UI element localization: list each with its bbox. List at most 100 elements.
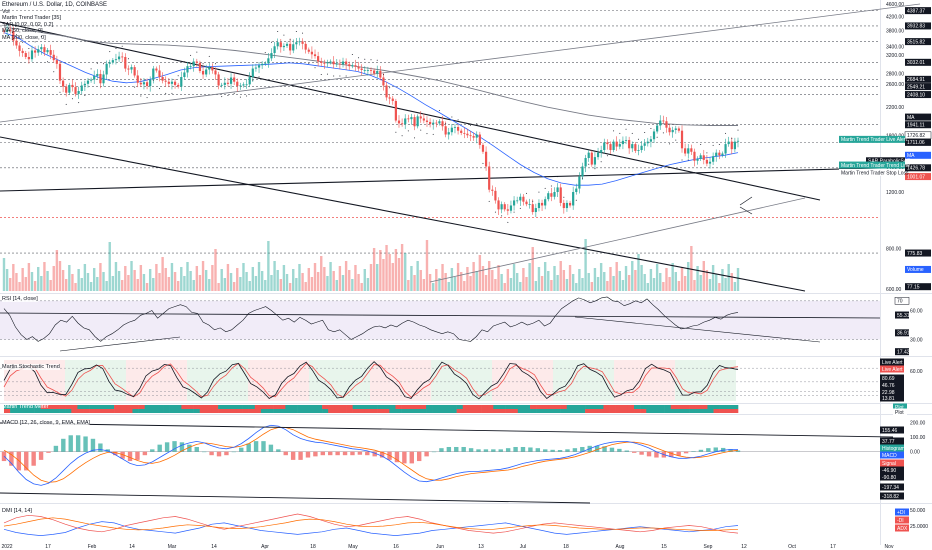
candle xyxy=(603,142,606,151)
volume-bar xyxy=(724,278,727,291)
trend-meter-cell xyxy=(621,409,629,413)
macd-histogram-bar xyxy=(135,451,140,460)
symbol-title[interactable]: Ethereum / U.S. Dollar, 1D, COINBASE xyxy=(2,2,108,8)
sar-dot xyxy=(669,143,671,145)
trend-meter-cell xyxy=(725,409,733,413)
volume-bar xyxy=(705,270,709,291)
trend-meter-cell xyxy=(138,405,145,409)
macd-histogram-bar xyxy=(557,450,563,452)
sar-dot xyxy=(513,211,515,213)
volume-bar xyxy=(596,277,600,291)
trend-meter-cell xyxy=(419,405,427,409)
volume-bar xyxy=(310,277,314,291)
trend-meter-cell xyxy=(462,409,470,413)
volume-bar xyxy=(248,281,251,291)
volume-bar xyxy=(295,278,298,291)
candle xyxy=(257,65,261,68)
volume-label[interactable]: Vol xyxy=(2,8,10,15)
rsi-pane-title[interactable]: RSI [14, close] xyxy=(2,296,38,302)
price-axis-tick: 600.00 xyxy=(886,287,902,293)
candle xyxy=(562,202,565,209)
volume-bar xyxy=(201,261,205,291)
volume-bar xyxy=(590,282,594,291)
indicator-legend-ma50[interactable]: MA [50, close, 0] xyxy=(2,28,43,35)
candle xyxy=(223,82,226,85)
candle xyxy=(388,97,391,99)
volume-bar xyxy=(341,275,345,291)
candle xyxy=(428,121,432,125)
trend-meter-cell xyxy=(334,409,341,413)
candle xyxy=(712,156,715,162)
trend-meter-cell xyxy=(487,405,494,409)
macd-histogram-bar xyxy=(38,451,44,460)
price-tag: 2549.21 xyxy=(905,83,931,90)
trend-meter-cell xyxy=(224,405,231,409)
trend-meter-cell xyxy=(585,409,592,413)
volume-bar xyxy=(105,281,108,291)
candle xyxy=(167,81,170,84)
sar-dot xyxy=(115,47,117,49)
candle xyxy=(369,70,373,71)
candle xyxy=(226,82,230,84)
rsi-tag-text: 36.91 xyxy=(897,331,910,337)
candle xyxy=(285,43,289,46)
macd-pane-title[interactable]: MACD [12, 26, close, 9, EMA, EMA] xyxy=(2,420,91,426)
volume-bar xyxy=(497,265,500,291)
sar-dot xyxy=(718,144,720,146)
sar-dot xyxy=(445,123,447,125)
price-axis-tick: 4600.00 xyxy=(886,2,904,8)
indicator-side-label: Martin Trend Trader Trend Line xyxy=(839,161,910,169)
candle xyxy=(292,44,295,51)
stoch-pane-title[interactable]: Martin Stochastic Trend xyxy=(2,364,60,370)
trend-meter-cell xyxy=(309,405,317,409)
volume-bar xyxy=(534,281,538,291)
volume-bar xyxy=(547,271,550,291)
candle xyxy=(659,120,662,126)
trend-meter-cell xyxy=(707,405,714,409)
volume-bar xyxy=(108,242,111,291)
trend-meter-cell xyxy=(254,405,262,409)
indicator-legend-ma200[interactable]: MA [200, close, 0] xyxy=(2,34,46,41)
trend-meter-cell xyxy=(536,405,543,409)
candle xyxy=(631,144,634,149)
macd-histogram-bar xyxy=(239,447,244,452)
indicator-legend-sar[interactable]: SAR [0.02, 0.02, 0.2] xyxy=(2,21,54,28)
candle xyxy=(413,117,416,127)
sar-dot xyxy=(295,30,297,32)
macd-histogram-bar xyxy=(416,451,422,462)
sar-dot xyxy=(687,159,689,161)
trend-meter-cell xyxy=(205,405,213,409)
macd-histogram-bar xyxy=(409,451,414,464)
macd-histogram-bar xyxy=(201,451,207,453)
volume-bar xyxy=(637,254,640,291)
candle xyxy=(354,65,357,67)
volume-bar xyxy=(96,277,99,291)
volume-bar xyxy=(556,275,559,291)
trend-meter-cell xyxy=(211,409,219,413)
trend-meter-cell xyxy=(560,405,568,409)
trend-meter-title[interactable]: Martin Trend Meter xyxy=(2,404,49,410)
rsi-band xyxy=(0,300,880,340)
price-tag: 1001.07 xyxy=(905,173,931,180)
sar-dot xyxy=(681,159,683,161)
volume-bar xyxy=(30,272,34,291)
stoch-zone xyxy=(309,360,370,401)
macd-tag-bg xyxy=(880,437,904,445)
indicator-legend-mtt[interactable]: Martin Trend Trader [35] xyxy=(2,15,61,22)
volume-bar xyxy=(627,275,631,291)
trend-meter-cell xyxy=(169,409,176,413)
candle xyxy=(466,133,469,136)
dmi-tag-bg xyxy=(895,524,909,532)
candle xyxy=(121,56,124,58)
rsi-line xyxy=(3,296,739,342)
dmi-pane-title[interactable]: DMI [14, 14] xyxy=(2,508,32,514)
volume-bar xyxy=(124,266,127,291)
trend-meter-cell xyxy=(383,409,390,413)
volume-bar xyxy=(117,271,121,291)
macd-histogram-bar xyxy=(439,448,444,452)
horizontal-trendline xyxy=(0,167,881,192)
sar-dot xyxy=(438,109,440,111)
macd-tag-bg xyxy=(880,473,904,481)
trend-meter-cell xyxy=(95,409,103,413)
